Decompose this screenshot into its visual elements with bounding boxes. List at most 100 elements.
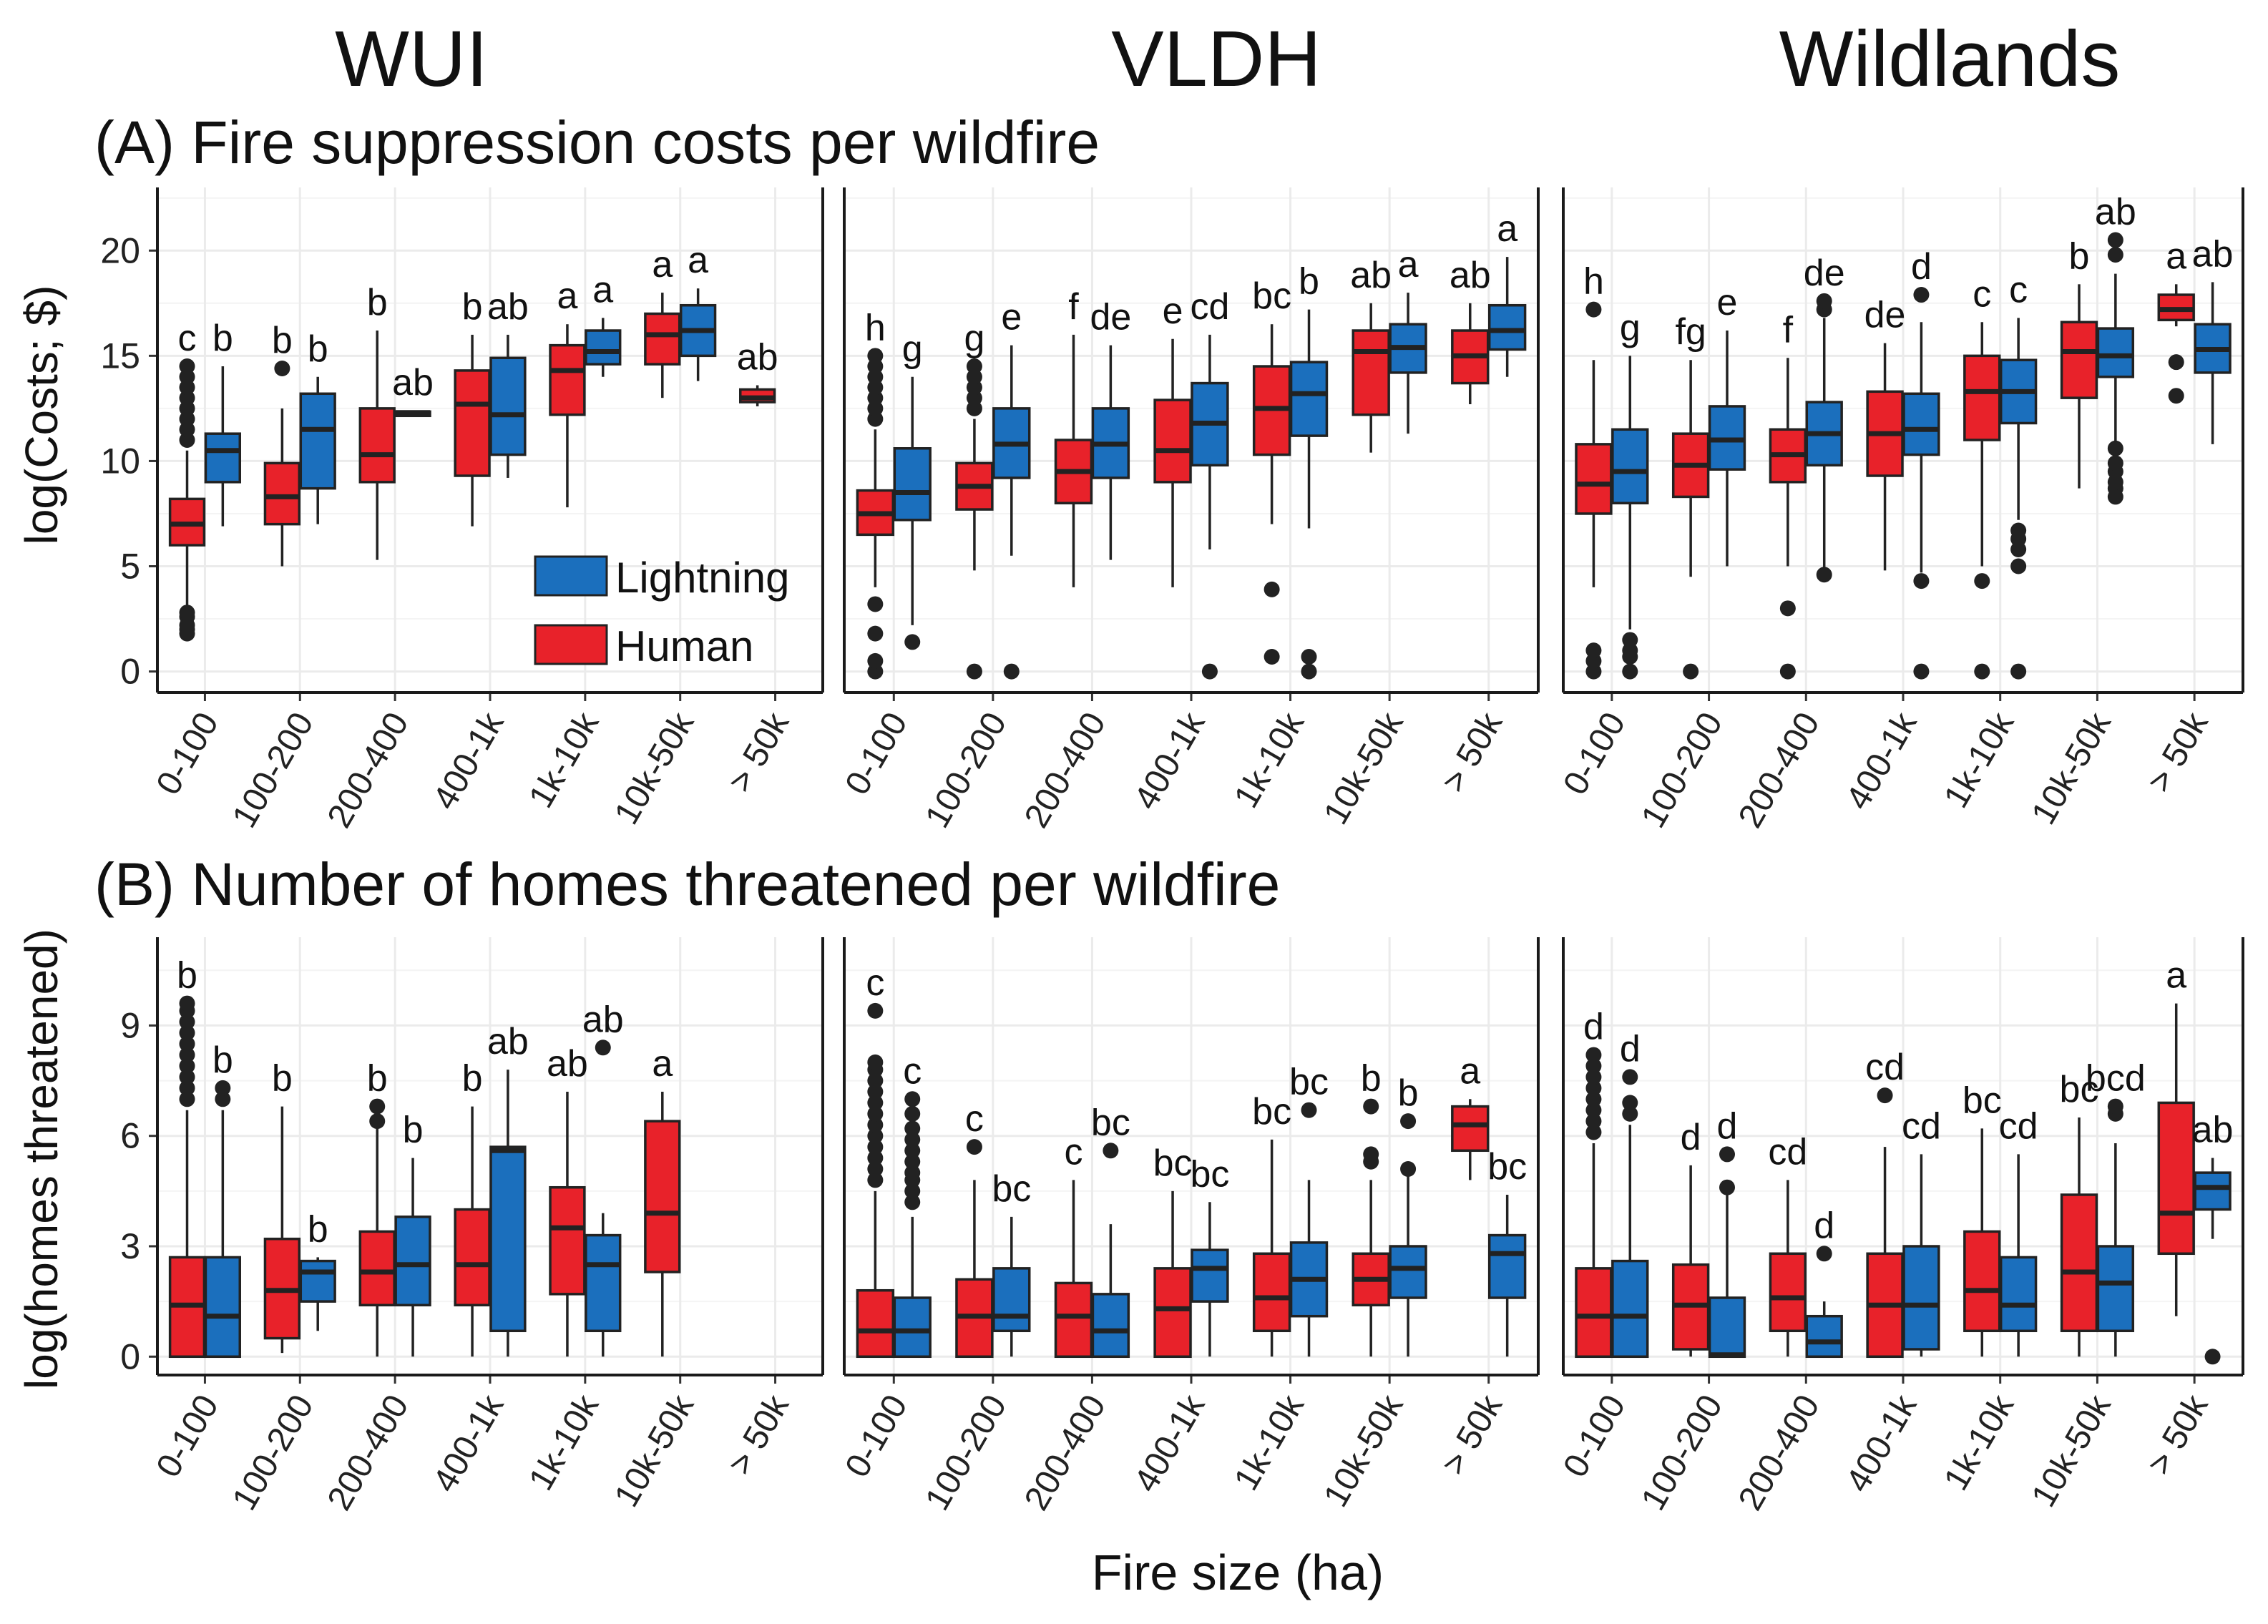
significance-letter: g [902, 328, 923, 370]
box-outlier [1913, 287, 1930, 303]
significance-letter: cd [1190, 286, 1229, 328]
significance-letter: ab [1450, 255, 1491, 296]
box-human: bc [1252, 275, 1291, 665]
box-lightning: a [1487, 208, 1527, 377]
box-outlier [1816, 1246, 1832, 1262]
significance-letter: d [1681, 1117, 1701, 1158]
x-tick-label: 10k-50k [2025, 705, 2119, 831]
box-outlier [867, 596, 884, 612]
box-outlier [1585, 642, 1602, 659]
legend-swatch-human [534, 624, 608, 665]
box-outlier [179, 605, 195, 621]
col-title-wui: WUI [335, 15, 488, 103]
box-lightning: a [1389, 244, 1427, 434]
significance-letter: bc [1289, 1062, 1329, 1103]
box-lightning: ab [582, 999, 624, 1357]
box-outlier [274, 360, 290, 376]
box-outlier [867, 1127, 884, 1144]
significance-letter: cd [1902, 1105, 1941, 1147]
box-iqr [1153, 398, 1192, 484]
box-lightning: c [1999, 269, 2038, 680]
box-outlier [1816, 293, 1832, 309]
x-tick-label: 200-400 [1731, 706, 1827, 834]
box-iqr [549, 1185, 586, 1296]
box-iqr [1999, 1256, 2038, 1333]
box-lightning: bc [1289, 1062, 1329, 1357]
box-iqr [1091, 1293, 1130, 1359]
significance-letter: ab [487, 1021, 529, 1062]
x-tick-label: > 50k [1434, 705, 1510, 798]
box-iqr [1389, 1245, 1427, 1299]
box-outlier [867, 1105, 884, 1122]
box-iqr [1575, 443, 1613, 515]
box-outlier [179, 1024, 195, 1041]
box-lightning: ab [2192, 233, 2233, 444]
x-tick-label: 400-1k [426, 705, 512, 816]
box-iqr [1252, 1252, 1291, 1333]
significance-letter: bc [1153, 1143, 1193, 1184]
box-lightning: ab [487, 1021, 529, 1357]
box-human: f [1054, 286, 1093, 587]
x-tick-label: 100-200 [225, 706, 321, 834]
box-outlier [966, 1139, 982, 1155]
box-lightning: b [1289, 261, 1329, 680]
box-iqr [2096, 327, 2135, 378]
box-iqr [585, 329, 622, 366]
x-tick-label: > 50k [2140, 1388, 2216, 1481]
box-iqr [893, 1296, 932, 1359]
box-human: ab [1350, 255, 1392, 453]
box-outlier [1816, 567, 1832, 583]
significance-letter: ab [737, 337, 778, 378]
x-tick-label: 0-100 [839, 1389, 915, 1484]
box-iqr [1611, 1259, 1649, 1359]
box-outlier [2107, 232, 2123, 248]
box-outlier [966, 663, 982, 680]
significance-letter: bc [992, 1168, 1031, 1210]
box-outlier [369, 1098, 386, 1115]
y-tick-label: 5 [120, 547, 140, 587]
box-human: b [263, 320, 301, 567]
box-lightning: bc [992, 1168, 1031, 1357]
box-iqr [489, 356, 527, 456]
box-lightning: ab [487, 286, 529, 478]
box-human: b [263, 1058, 301, 1354]
box-human: bc [1153, 1143, 1193, 1359]
box-iqr [1611, 428, 1649, 505]
significance-letter: b [367, 1058, 388, 1100]
significance-letter: b [177, 955, 197, 997]
box-outlier [1585, 1058, 1602, 1074]
x-tick-label: 10k-50k [607, 1388, 702, 1513]
x-tick-label: > 50k [2140, 705, 2216, 798]
box-outlier [369, 1113, 386, 1130]
box-iqr [585, 1233, 622, 1333]
box-human: cd [1768, 1131, 1807, 1357]
significance-letter: b [272, 320, 293, 361]
box-iqr [1487, 1233, 1527, 1299]
box-outlier [1003, 663, 1020, 680]
box-lightning: e [1708, 282, 1746, 567]
box-outlier [867, 1072, 884, 1089]
significance-letter: b [272, 1058, 293, 1100]
significance-letter: ab [582, 999, 624, 1040]
box-human: bc [2060, 1069, 2098, 1357]
box-outlier [1585, 1102, 1602, 1118]
box-outlier [1622, 1069, 1638, 1085]
significance-letter: ab [1350, 255, 1392, 296]
box-outlier [1263, 581, 1280, 597]
significance-letter: g [1620, 307, 1641, 348]
significance-letter: ab [392, 362, 434, 403]
x-tick-label: 200-400 [321, 1389, 416, 1517]
box-lightning: de [1804, 253, 1845, 583]
significance-letter: e [1163, 290, 1183, 332]
box-outlier [2107, 440, 2123, 456]
box-outlier [867, 625, 884, 642]
box-iqr [263, 461, 301, 526]
box-lightning: d [1805, 1205, 1843, 1359]
box-lightning: a [585, 269, 622, 377]
box-human: g [955, 318, 994, 680]
significance-letter: b [1299, 261, 1319, 303]
significance-letter: c [178, 318, 197, 359]
box-outlier [1974, 573, 1990, 590]
